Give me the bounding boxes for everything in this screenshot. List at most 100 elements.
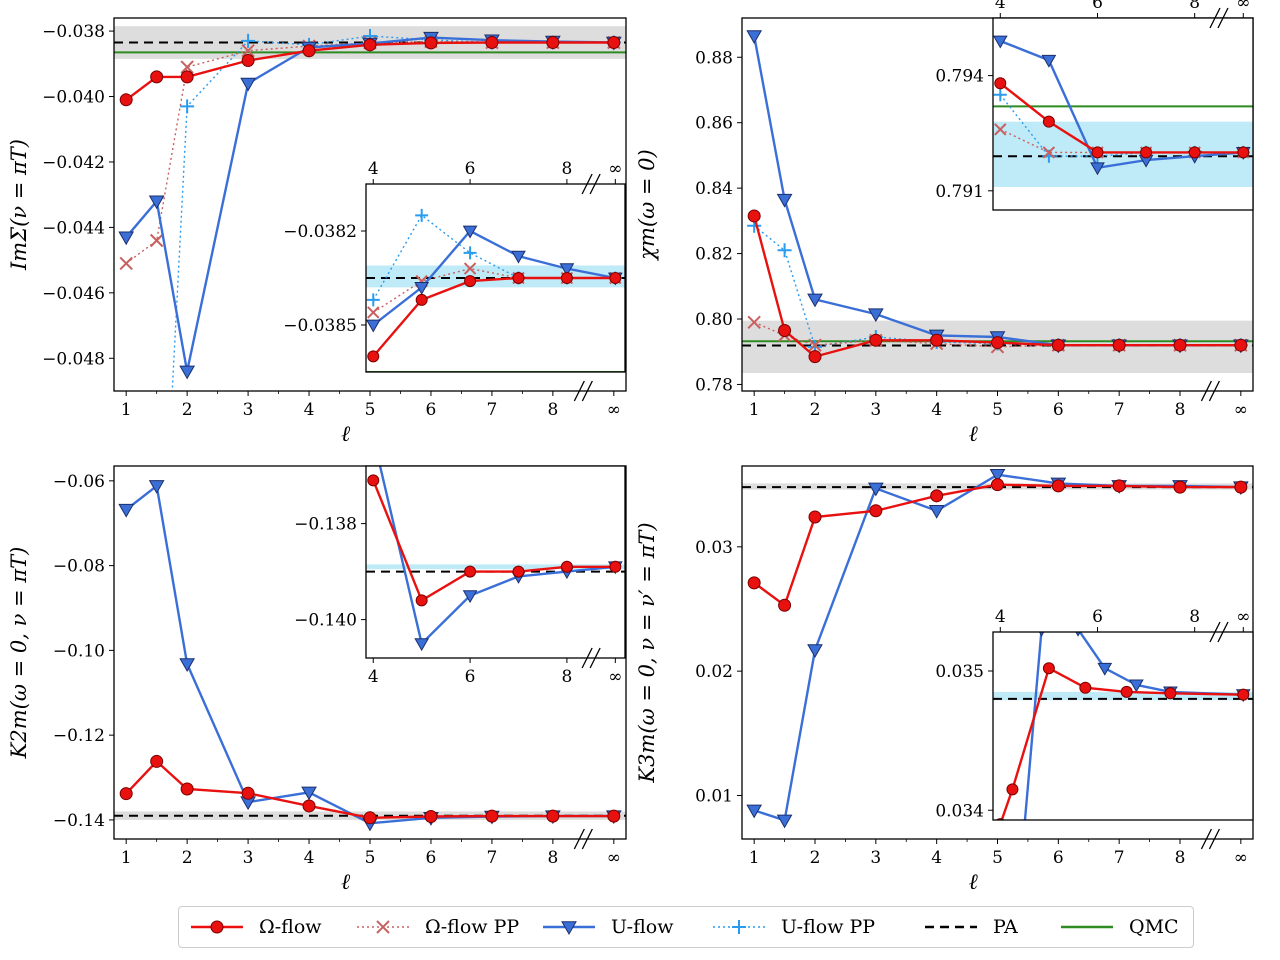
axis-break-mark xyxy=(1217,621,1229,643)
y-axis-label: K2m(ω = 0, ν = πT) xyxy=(7,547,31,760)
y-tick-label: −0.0382 xyxy=(283,222,357,242)
axes-background xyxy=(993,632,1253,820)
marker-circle xyxy=(1234,338,1248,352)
legend-label: Ω-flow xyxy=(259,916,322,938)
marker-circle xyxy=(1140,146,1153,159)
x-tick-label: 2 xyxy=(810,848,821,868)
marker-circle xyxy=(363,811,377,825)
x-tick-label: 3 xyxy=(870,400,881,420)
marker-plus xyxy=(463,246,477,260)
legend-swatch xyxy=(1061,925,1113,929)
marker-circle xyxy=(424,36,438,50)
x-tick-label: 4 xyxy=(931,400,942,420)
marker-circle xyxy=(546,36,560,50)
x-tick-label: 4 xyxy=(995,607,1006,627)
legend-label: QMC xyxy=(1129,916,1179,938)
legend-item-uflow: U-flow xyxy=(541,907,673,947)
marker-plus xyxy=(241,33,256,48)
x-tick-label: 8 xyxy=(1189,607,1200,627)
marker-triangle xyxy=(776,814,793,829)
legend-item-flowpp: Ω-flow PP xyxy=(355,907,519,947)
series-line-flow xyxy=(753,215,1241,358)
y-tick-label: −0.06 xyxy=(53,472,105,492)
marker-triangle xyxy=(511,250,526,264)
x-tick-label: 8 xyxy=(1175,400,1186,420)
marker-triangle xyxy=(989,468,1006,483)
legend-swatch xyxy=(191,920,243,934)
y-tick-label: −0.046 xyxy=(42,284,105,304)
marker-triangle xyxy=(1038,632,1045,637)
x-tick-label: 1 xyxy=(121,848,132,868)
y-tick-label: 0.791 xyxy=(935,182,984,202)
x-tick-label: ∞ xyxy=(1234,848,1248,868)
axis-break-mark xyxy=(589,647,601,669)
legend-label: U-flow PP xyxy=(781,916,876,938)
axis-break-mark xyxy=(1208,380,1220,402)
x-axis-label: ℓ xyxy=(969,422,979,447)
y-tick-label: 0.78 xyxy=(695,375,733,395)
axis-break-mark xyxy=(581,647,593,669)
marker-triangle xyxy=(867,308,884,323)
marker-triangle xyxy=(1090,162,1105,176)
marker-circle xyxy=(1051,338,1065,352)
x-tick-label: 3 xyxy=(243,400,254,420)
marker-circle xyxy=(415,594,428,607)
marker-circle xyxy=(1120,685,1133,698)
marker-circle xyxy=(1051,479,1065,493)
marker-circle xyxy=(1042,662,1055,675)
series-line-flow xyxy=(999,82,1244,154)
axis-break-mark xyxy=(573,380,585,402)
x-tick-label: 8 xyxy=(1175,848,1186,868)
marker-circle xyxy=(302,799,316,813)
marker-circle xyxy=(808,510,822,524)
marker-plus xyxy=(180,99,195,114)
series-markers xyxy=(367,272,622,363)
y-tick-label: −0.0385 xyxy=(283,316,357,336)
reference-band xyxy=(366,265,625,288)
marker-circle xyxy=(241,786,255,800)
x-tick-label: ∞ xyxy=(1236,607,1250,627)
marker-circle xyxy=(609,560,622,573)
marker-triangle xyxy=(1129,679,1144,693)
y-tick-label: −0.042 xyxy=(42,153,105,173)
x-tick-label: 8 xyxy=(561,667,572,687)
marker-triangle xyxy=(746,30,763,45)
plot-area xyxy=(366,466,625,652)
x-tick-label: 8 xyxy=(1189,0,1200,13)
series-markers xyxy=(119,754,621,825)
x-tick-label: 4 xyxy=(304,400,315,420)
marker-triangle xyxy=(462,225,478,239)
marker-circle xyxy=(808,350,822,364)
series-line-uflow xyxy=(125,36,614,372)
series-markers xyxy=(994,77,1250,159)
marker-circle xyxy=(1173,480,1187,494)
series-line-uflowpp xyxy=(999,94,1244,157)
marker-circle xyxy=(180,782,194,796)
axis-break-mark xyxy=(581,173,593,195)
plot-area xyxy=(993,632,1253,820)
y-tick-label: 0.88 xyxy=(695,48,733,68)
marker-circle xyxy=(1006,783,1019,796)
marker-circle xyxy=(485,809,499,823)
marker-plus xyxy=(415,208,429,222)
marker-triangle xyxy=(462,590,478,604)
marker-triangle xyxy=(366,319,381,333)
marker-circle xyxy=(607,36,621,50)
x-tick-label: 4 xyxy=(931,848,942,868)
marker-circle xyxy=(363,38,377,52)
marker-triangle xyxy=(928,505,945,519)
marker-triangle xyxy=(179,658,196,672)
y-tick-label: 0.01 xyxy=(695,786,733,806)
figure: 1 2 3 4 5 6 7 8 ∞ −0.038 −0.040 −0.042 −0.044 −0.046 −… xyxy=(7,0,1254,895)
y-axis-label: ImΣ(ν = πT) xyxy=(7,139,31,271)
marker-triangle xyxy=(867,482,884,497)
x-tick-label: 8 xyxy=(547,400,558,420)
inset-axes: 4 6 8 ∞ 0.794 0.791 xyxy=(935,0,1254,211)
x-tick-label: 4 xyxy=(368,667,379,687)
marker-triangle xyxy=(179,365,196,380)
x-tick-label: 6 xyxy=(426,400,437,420)
marker-circle xyxy=(485,36,499,50)
legend-item-pa: PA xyxy=(923,907,1018,947)
marker-circle xyxy=(1234,480,1248,494)
x-tick-label: 1 xyxy=(749,400,760,420)
